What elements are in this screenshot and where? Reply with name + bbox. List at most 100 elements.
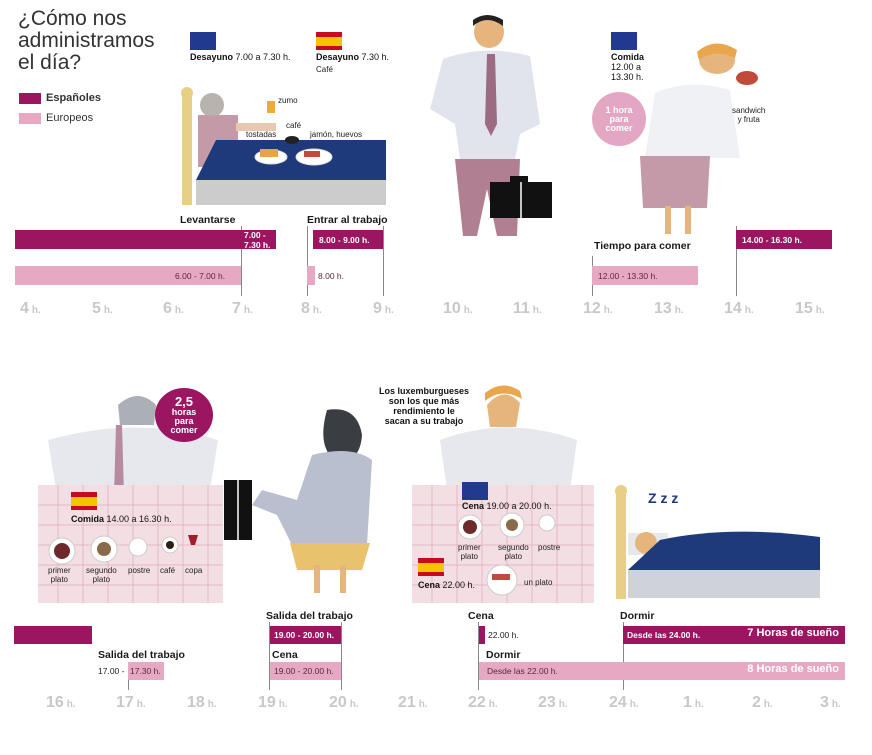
hour-unit: h. xyxy=(603,305,613,316)
hour-number: 22 xyxy=(468,694,486,711)
hour-label: 21 h. xyxy=(398,694,428,712)
eu-cena-time: 19.00 a 20.00 h. xyxy=(484,501,552,511)
hour-number: 7 xyxy=(232,300,241,317)
zumo-label: zumo xyxy=(278,96,298,105)
hour-label: 23 h. xyxy=(538,694,568,712)
bar-eu-exit: 17.30 h. xyxy=(128,662,164,680)
page-title: ¿Cómo nos administramos el día? xyxy=(18,7,155,74)
hour-number: 9 xyxy=(373,300,382,317)
postre-label: postre xyxy=(128,566,151,575)
hour-unit: h. xyxy=(103,305,113,316)
label-tiempo-comer: Tiempo para comer xyxy=(594,240,691,252)
hour-unit: h. xyxy=(384,305,394,316)
jamon-label: jamón, huevos xyxy=(310,130,363,139)
two-half-text: horas para comer xyxy=(170,407,198,435)
hour-label: 24 h. xyxy=(609,694,639,712)
hour-number: 15 xyxy=(795,300,813,317)
bar-es-work-text: 8.00 - 9.00 h. xyxy=(319,235,370,245)
hour-label: 13 h. xyxy=(654,300,684,318)
bar-es-lunch: 14.00 - 16.30 h. xyxy=(736,230,832,249)
hour-label: 16 h. xyxy=(46,694,76,712)
bar-eu-dinner-text: 19.00 - 20.00 h. xyxy=(274,666,334,676)
es-breakfast-time: 7.30 h. xyxy=(359,52,390,62)
hour-unit: h. xyxy=(418,699,428,710)
sandwich-label: sandwich y fruta xyxy=(732,106,766,124)
eu-cena-bold: Cena xyxy=(462,501,485,511)
hour-number: 10 xyxy=(443,300,461,317)
bar-es-lunch-text: 14.00 - 16.30 h. xyxy=(742,235,803,245)
spain-flag-icon xyxy=(316,32,342,50)
one-hour-circle: 1 hora para comer xyxy=(592,92,646,146)
bar-eu-work-text: 8.00 h. xyxy=(318,271,344,281)
dinner-table-es-illustration xyxy=(38,396,223,603)
label-entrar-trabajo: Entrar al trabajo xyxy=(307,214,388,226)
hour-unit: h. xyxy=(349,699,359,710)
label-salida-eu: Salida del trabajo xyxy=(98,649,185,661)
sleeping-illustration xyxy=(615,485,820,599)
breakfast-illustration xyxy=(181,87,386,205)
eu-flag-icon-dinner xyxy=(462,482,488,500)
hour-label: 11 h. xyxy=(513,300,542,318)
hour-label: 14 h. xyxy=(724,300,754,318)
tostadas-label: tostadas xyxy=(246,130,277,139)
hour-unit: h. xyxy=(463,305,473,316)
hour-unit: h. xyxy=(207,699,217,710)
bar-eu-wake-text: 6.00 - 7.00 h. xyxy=(175,271,226,281)
tick-20h xyxy=(341,622,342,690)
bar-es-sleep: Desde las 24.00 h. 7 Horas de sueño xyxy=(623,626,845,644)
hour-number: 2 xyxy=(752,694,761,711)
hour-label: 17 h. xyxy=(116,694,146,712)
hour-unit: h. xyxy=(674,305,684,316)
hour-unit: h. xyxy=(831,699,841,710)
label-salida-es: Salida del trabajo xyxy=(266,610,353,622)
hour-label: 9 h. xyxy=(373,300,394,318)
bar-eu-exit-text: 17.30 h. xyxy=(130,666,161,676)
copa-label: copa xyxy=(185,566,203,575)
legend-swatch-european xyxy=(19,113,41,124)
hour-unit: h. xyxy=(312,305,322,316)
es-cena-bold: Cena xyxy=(418,580,441,590)
legend-swatch-spanish xyxy=(19,93,41,104)
hour-unit: h. xyxy=(488,699,498,710)
hour-label: 2 h. xyxy=(752,694,773,712)
hour-number: 4 xyxy=(20,300,29,317)
bar-eu-work xyxy=(307,266,315,285)
hour-label: 1 h. xyxy=(683,694,704,712)
es-breakfast-annotation: Desayuno 7.30 h. xyxy=(316,52,389,62)
hour-label: 19 h. xyxy=(258,694,288,712)
label-dormir-eu: Dormir xyxy=(486,649,521,661)
es-comida-time: 14.00 a 16.30 h. xyxy=(104,514,172,524)
hour-label: 18 h. xyxy=(187,694,217,712)
eu-lunch-time: 12.00 a 13.30 h. xyxy=(611,62,644,82)
bar-es-exit-text: 19.00 - 20.00 h. xyxy=(274,630,335,640)
hour-unit: h. xyxy=(629,699,639,710)
hour-label: 10 h. xyxy=(443,300,473,318)
hour-number: 19 xyxy=(258,694,276,711)
woman-leaving-illustration xyxy=(224,409,372,593)
bar-es-sleep-hours: 7 Horas de sueño xyxy=(747,627,839,639)
tick-22h xyxy=(478,622,479,690)
legend-label-spanish: Españoles xyxy=(46,92,102,104)
hour-number: 3 xyxy=(820,694,829,711)
bar-es-exit: 19.00 - 20.00 h. xyxy=(270,626,341,644)
label-dormir-es: Dormir xyxy=(620,610,655,622)
hour-number: 14 xyxy=(724,300,742,317)
lux-annotation: Los luxemburgueses son los que más rendi… xyxy=(379,386,470,426)
hour-label: 12 h. xyxy=(583,300,613,318)
es-comida-annotation: Comida 14.00 a 16.30 h. xyxy=(71,514,172,524)
dinner-table-eu-illustration xyxy=(412,385,594,603)
hour-number: 1 xyxy=(683,694,692,711)
hour-number: 8 xyxy=(301,300,310,317)
eu-breakfast-time: 7.00 a 7.30 h. xyxy=(233,52,291,62)
segundo-plato-label: segundo plato xyxy=(86,566,117,584)
spain-flag-icon-dinner xyxy=(71,492,97,510)
hour-number: 20 xyxy=(329,694,347,711)
bar-es-dinner xyxy=(479,626,485,644)
bar-eu-exit-prefix: 17.00 - xyxy=(98,666,125,676)
tick-19h xyxy=(269,622,270,690)
bar-eu-lunch-text: 12.00 - 13.30 h. xyxy=(598,271,658,281)
hour-unit: h. xyxy=(744,305,754,316)
hour-number: 21 xyxy=(398,694,416,711)
hour-unit: h. xyxy=(243,305,253,316)
hour-number: 11 xyxy=(513,300,530,317)
